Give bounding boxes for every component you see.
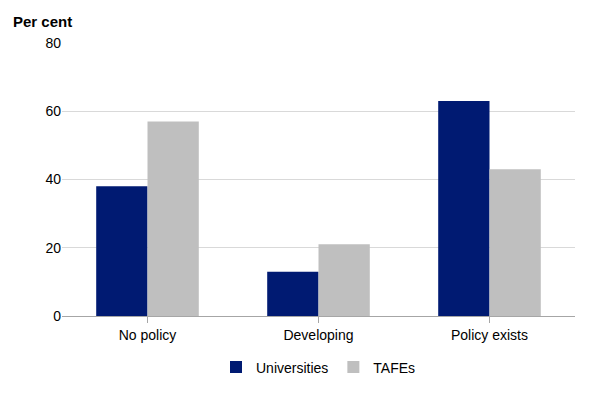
svg-text:60: 60 (45, 103, 61, 119)
svg-text:20: 20 (45, 240, 61, 256)
svg-text:Per cent: Per cent (13, 13, 72, 30)
svg-text:Universities: Universities (256, 360, 328, 376)
svg-text:No policy: No policy (119, 327, 177, 343)
svg-text:TAFEs: TAFEs (373, 360, 415, 376)
svg-text:Developing: Developing (283, 327, 353, 343)
svg-text:0: 0 (53, 308, 61, 324)
svg-text:Policy exists: Policy exists (451, 327, 528, 343)
svg-text:80: 80 (45, 35, 61, 51)
svg-text:40: 40 (45, 171, 61, 187)
